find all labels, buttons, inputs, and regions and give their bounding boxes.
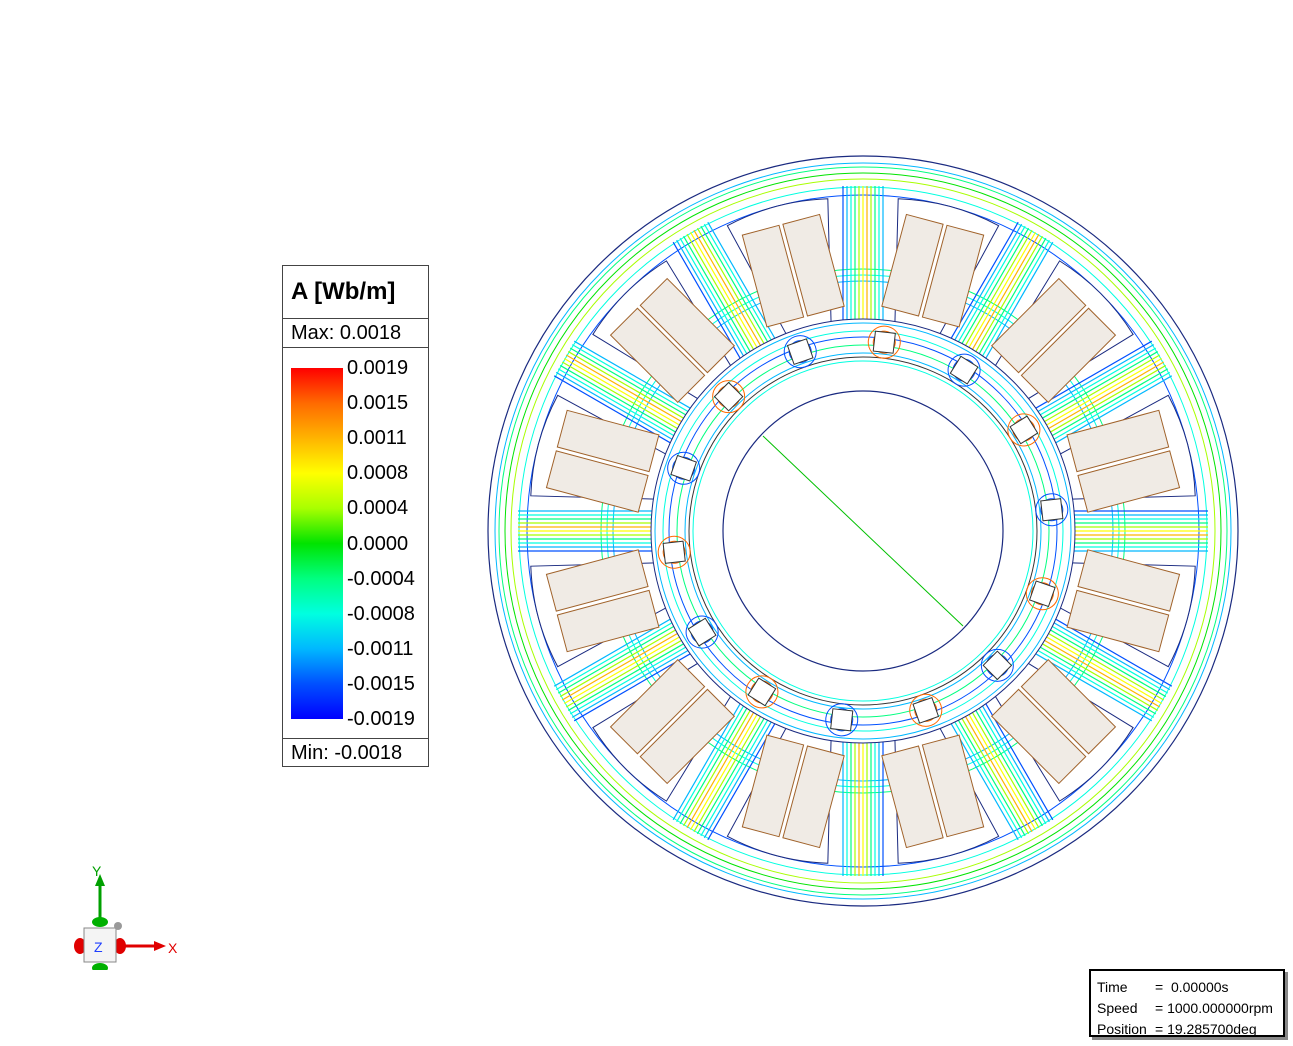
rotor-magnet: [947, 353, 981, 387]
legend-tick-label: 0.0008: [347, 462, 409, 485]
z-axis-cube: [74, 917, 126, 970]
legend-tick-label: 0.0004: [347, 497, 409, 520]
rotor-magnet: [667, 451, 701, 485]
color-legend: A [Wb/m] Max: 0.0018 0.0019 0.0015 0.0011 0…: [282, 265, 429, 767]
legend-title: A [Wb/m]: [283, 266, 428, 319]
stator-slot: [1054, 394, 1196, 513]
stator-slot: [1054, 549, 1196, 668]
y-axis-arrow: [95, 874, 105, 918]
legend-scale: 0.0019 0.0015 0.0011 0.0008 0.0004 0.0000 -0.0…: [283, 348, 428, 739]
simulation-status-box: Time = 0.00000s Speed = 1000.000000rpm Pos…: [1089, 969, 1285, 1037]
motor-cross-section: [487, 155, 1239, 907]
zero-contour: [762, 435, 964, 627]
rotor-contour: [662, 330, 1064, 732]
legend-tick-label: 0.0011: [347, 427, 407, 450]
rotor-yoke-boundary: [688, 356, 1038, 706]
rotor-contour: [676, 344, 1050, 718]
z-axis-label: Z: [94, 939, 103, 955]
rotor-contour: [684, 352, 1042, 710]
rotor-magnet: [909, 693, 943, 727]
rotor-magnet: [1025, 577, 1059, 611]
position-value: = 19.285700deg: [1155, 1021, 1257, 1037]
stator-tooth: [1025, 613, 1173, 722]
stator-slot: [592, 658, 736, 802]
time-label: Time: [1097, 979, 1128, 995]
rotor-magnet: [867, 325, 901, 359]
stator-tooth: [518, 510, 663, 552]
stator-slot: [881, 198, 1000, 340]
stator-slot: [592, 260, 736, 404]
legend-tick-label: -0.0019: [347, 708, 415, 730]
legend-color-bar: [291, 368, 343, 719]
rotor-magnet: [657, 535, 691, 569]
rotor-magnet: [1007, 413, 1041, 447]
y-axis-label: Y: [92, 863, 102, 879]
stator-slot: [881, 722, 1000, 864]
stator-slot: [726, 722, 845, 864]
legend-tick-label: 0.0000: [347, 532, 409, 555]
stator-slot: [726, 198, 845, 340]
speed-label: Speed: [1097, 1000, 1138, 1016]
stator-slot: [530, 394, 672, 513]
rotor-magnet: [825, 703, 859, 737]
stator-tooth: [842, 731, 884, 876]
stator-tooth: [1025, 340, 1173, 449]
stator-tooth: [672, 221, 781, 369]
axis-triad: Y X Z: [74, 863, 178, 970]
rotor-magnet: [685, 615, 719, 649]
rotor-contour: [692, 360, 1034, 702]
flux-contour: [494, 162, 1232, 900]
rotor-contour: [668, 336, 1058, 726]
rotor-magnet: [745, 675, 779, 709]
stator-slot: [990, 658, 1134, 802]
x-axis-arrow: [122, 941, 166, 951]
stator-slot: [530, 549, 672, 668]
legend-tick-label: 0.0015: [347, 392, 409, 415]
stator-tooth: [553, 340, 701, 449]
time-value: = 0.00000s: [1155, 979, 1229, 995]
stator-slot: [990, 260, 1134, 404]
legend-tick-label: 0.0019: [347, 357, 409, 379]
rotor-magnet: [1035, 493, 1069, 527]
rotor-magnet: [783, 335, 817, 369]
legend-min: Min: -0.0018: [291, 742, 403, 764]
x-axis-label: X: [168, 940, 178, 956]
rotor-magnet: [980, 648, 1014, 682]
stator-tooth: [842, 186, 884, 331]
legend-max: Max: 0.0018: [283, 319, 428, 348]
rotor-magnet: [712, 380, 746, 414]
speed-value: = 1000.000000rpm: [1155, 1000, 1273, 1016]
legend-tick-label: -0.0015: [347, 672, 415, 695]
flux-contour: [504, 172, 1222, 890]
legend-tick-label: -0.0011: [347, 637, 414, 660]
rotor-contour: [654, 322, 1072, 740]
legend-tick-label: -0.0008: [347, 602, 415, 625]
flux-contour: [510, 178, 1216, 884]
flux-contour: [498, 166, 1228, 896]
position-label: Position: [1097, 1021, 1147, 1037]
legend-tick-label: -0.0004: [347, 567, 415, 590]
